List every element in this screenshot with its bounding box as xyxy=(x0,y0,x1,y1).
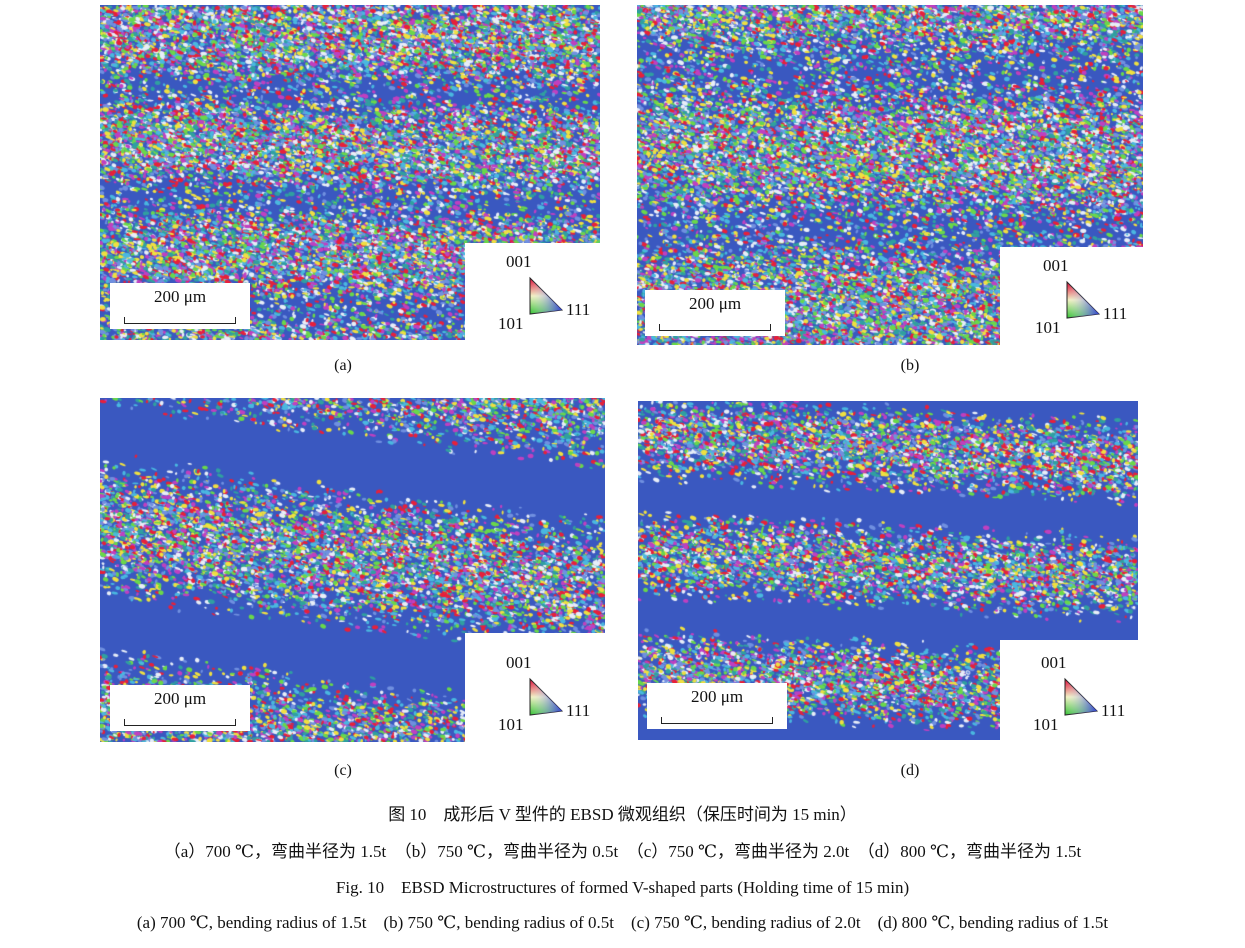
legend-111: 111 xyxy=(1103,304,1128,323)
legend-001: 001 xyxy=(1041,653,1067,672)
scale-bar: 200 μm xyxy=(647,683,787,729)
legend-111: 111 xyxy=(566,701,591,720)
caption-cn-subtitles: （a）700 ℃，弯曲半径为 1.5t （b）750 ℃，弯曲半径为 0.5t … xyxy=(163,842,1082,861)
ipf-triangle-icon xyxy=(529,276,564,315)
ipf-color-key: 001 101 111 xyxy=(468,653,598,734)
panel-label: (b) xyxy=(900,357,920,374)
legend-001: 001 xyxy=(1043,256,1069,275)
scale-bar: 200 μm xyxy=(110,283,250,329)
legend-001: 001 xyxy=(506,252,532,271)
legend-101: 101 xyxy=(498,715,524,734)
scale-bar-line xyxy=(124,719,236,726)
legend-001: 001 xyxy=(506,653,532,672)
scale-bar: 200 μm xyxy=(645,290,785,336)
legend-101: 101 xyxy=(498,314,524,333)
panel-label: (d) xyxy=(900,762,920,779)
scale-bar-line xyxy=(659,324,771,331)
ipf-triangle-icon xyxy=(1064,677,1099,716)
caption-cn-title: 图 10 成形后 V 型件的 EBSD 微观组织（保压时间为 15 min） xyxy=(388,805,857,824)
ipf-triangle-icon xyxy=(529,677,564,716)
caption-en-subtitles: (a) 700 ℃, bending radius of 1.5t (b) 75… xyxy=(136,913,1109,932)
ipf-triangle-icon xyxy=(1066,280,1101,319)
scale-bar: 200 μm xyxy=(110,685,250,731)
ipf-color-key: 001 101 111 xyxy=(468,252,598,333)
scale-bar-line xyxy=(661,717,773,724)
legend-101: 101 xyxy=(1035,318,1061,337)
ipf-color-key: 001 101 111 xyxy=(1005,256,1135,337)
legend-111: 111 xyxy=(566,300,591,319)
scale-bar-label: 200 μm xyxy=(690,687,744,706)
scale-bar-label: 200 μm xyxy=(153,689,207,708)
ipf-color-key: 001 101 111 xyxy=(1003,653,1133,734)
panel-label: (a) xyxy=(334,357,352,374)
panel-label: (c) xyxy=(334,762,352,779)
caption-en-title: Fig. 10 EBSD Microstructures of formed V… xyxy=(335,878,910,897)
scale-bar-label: 200 μm xyxy=(688,294,742,313)
legend-111: 111 xyxy=(1101,701,1126,720)
legend-101: 101 xyxy=(1033,715,1059,734)
scale-bar-label: 200 μm xyxy=(153,287,207,306)
scale-bar-line xyxy=(124,317,236,324)
